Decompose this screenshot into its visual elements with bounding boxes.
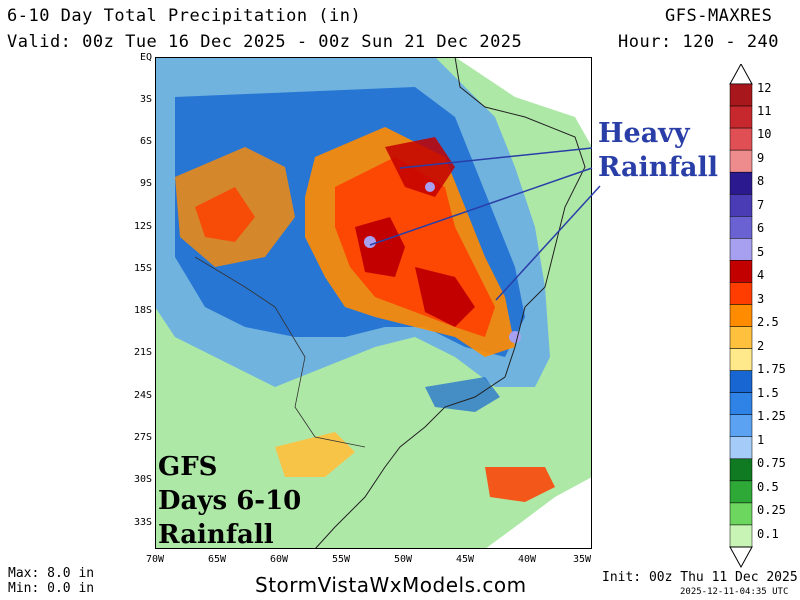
lat-label: 21S — [133, 347, 152, 358]
lat-label: 3S — [139, 94, 152, 105]
lat-label: 30S — [133, 474, 152, 485]
lat-label: 18S — [133, 305, 152, 316]
lat-label: 15S — [133, 263, 152, 274]
lon-label: 40W — [517, 554, 537, 565]
legend-bin — [729, 480, 753, 504]
legend-label: 2 — [757, 339, 765, 353]
heavy-rainfall-label: Heavy — [598, 118, 690, 149]
legend-label: 7 — [757, 198, 765, 212]
legend-label: 11 — [757, 104, 772, 118]
lat-label: 24S — [133, 390, 152, 401]
legend-bin — [729, 260, 753, 283]
gfs-label: Rainfall — [158, 520, 274, 550]
gfs-label: GFS — [158, 452, 218, 482]
border — [274, 306, 366, 448]
legend-bin — [729, 171, 753, 195]
legend-bin — [729, 304, 753, 327]
legend-bin — [729, 282, 753, 305]
lon-label: 70W — [145, 554, 165, 565]
valid-range: Valid: 00z Tue 16 Dec 2025 - 00z Sun 21 … — [7, 32, 523, 52]
legend-label: 1.75 — [757, 362, 786, 376]
lon-label: 65W — [207, 554, 227, 565]
min-value: Min: 0.0 in — [8, 581, 95, 596]
border — [194, 256, 276, 308]
legend-label: 12 — [757, 81, 772, 95]
legend-label: 6 — [757, 221, 765, 235]
legend-bin — [729, 436, 753, 460]
legend-bin — [729, 238, 753, 261]
model-name: GFS-MAXRES — [665, 6, 773, 26]
legend-bin — [729, 414, 753, 438]
legend-bin — [729, 149, 753, 173]
legend-bin — [729, 348, 753, 371]
lon-label: 45W — [455, 554, 475, 565]
legend-top-arrow — [729, 64, 753, 85]
legend-label: 0.25 — [757, 503, 786, 517]
legend-bin — [729, 216, 753, 239]
init-time: Init: 00z Thu 11 Dec 2025 — [602, 570, 798, 585]
coastline — [314, 57, 586, 549]
gfs-label: Days 6-10 — [158, 486, 302, 516]
legend-label: 0.75 — [757, 456, 786, 470]
precipitation-legend — [729, 64, 753, 568]
legend-label: 1.5 — [757, 386, 779, 400]
legend-label: 3 — [757, 292, 765, 306]
heavy-rainfall-label: Rainfall — [598, 152, 719, 183]
lat-label: 12S — [133, 221, 152, 232]
lon-label: 60W — [269, 554, 289, 565]
legend-label: 4 — [757, 268, 765, 282]
legend-bottom-arrow — [729, 546, 753, 568]
max-value: Max: 8.0 in — [8, 566, 95, 581]
lat-label: EQ — [139, 52, 152, 63]
lon-label: 55W — [331, 554, 351, 565]
rain-field — [155, 57, 592, 549]
legend-label: 10 — [757, 127, 772, 141]
legend-bin — [729, 83, 753, 107]
legend-bin — [729, 127, 753, 151]
legend-bin — [729, 458, 753, 482]
render-stamp: 2025-12-11-04:35 UTC — [680, 587, 789, 597]
lat-label: 33S — [133, 517, 152, 528]
legend-bin — [729, 193, 753, 217]
legend-bin — [729, 370, 753, 393]
lat-label: 6S — [139, 136, 152, 147]
legend-bin — [729, 524, 753, 548]
lon-label: 35W — [572, 554, 592, 565]
lat-label: 9S — [139, 178, 152, 189]
map-title: 6-10 Day Total Precipitation (in) — [7, 6, 362, 26]
legend-bin — [729, 326, 753, 349]
legend-label: 8 — [757, 174, 765, 188]
forecast-hours: Hour: 120 - 240 — [618, 32, 780, 52]
legend-label: 2.5 — [757, 315, 779, 329]
legend-label: 1 — [757, 433, 765, 447]
legend-label: 1.25 — [757, 409, 786, 423]
legend-bin — [729, 502, 753, 526]
legend-label: 0.5 — [757, 480, 779, 494]
legend-bin — [729, 105, 753, 129]
legend-label: 5 — [757, 245, 765, 259]
site-credit: StormVistaWxModels.com — [255, 573, 527, 597]
lat-label: 27S — [133, 432, 152, 443]
legend-label: 9 — [757, 151, 765, 165]
lon-label: 50W — [393, 554, 413, 565]
legend-bin — [729, 392, 753, 415]
legend-label: 0.1 — [757, 527, 779, 541]
precipitation-map — [155, 57, 592, 549]
